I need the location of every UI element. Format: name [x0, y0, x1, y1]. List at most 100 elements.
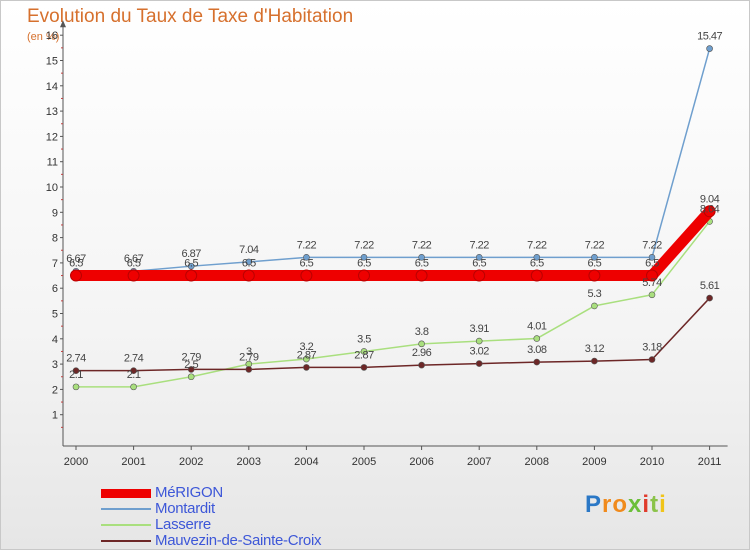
- data-point-0: [703, 205, 716, 218]
- data-label-1: 6.67: [124, 253, 144, 265]
- data-point-3: [303, 364, 310, 371]
- x-tick-label: 2007: [467, 456, 491, 468]
- x-tick-label: 2002: [179, 456, 203, 468]
- x-tick-label: 2000: [64, 456, 88, 468]
- data-point-2: [533, 335, 541, 342]
- data-point-0: [127, 269, 140, 282]
- data-label-0: 6.5: [300, 258, 314, 270]
- y-tick-label: 1: [52, 410, 58, 422]
- data-point-0: [358, 269, 370, 282]
- logo-letter: x: [628, 491, 643, 518]
- y-tick-label: 6: [52, 283, 58, 295]
- data-point-3: [475, 360, 483, 367]
- data-point-0: [415, 269, 428, 282]
- data-label-2: 8.64: [700, 203, 720, 215]
- logo-letter: t: [650, 491, 660, 518]
- data-label-3: 3.12: [585, 343, 605, 355]
- logo-letter: r: [602, 491, 613, 518]
- data-point-3: [187, 366, 195, 373]
- data-point-2: [72, 383, 80, 391]
- logo-letter: i: [642, 491, 651, 518]
- data-label-1: 7.22: [585, 239, 605, 251]
- data-label-1: 6.87: [181, 248, 201, 260]
- y-tick-label: 3: [52, 359, 58, 371]
- y-tick-label: 15: [46, 56, 58, 68]
- y-tick-label: 12: [46, 131, 58, 143]
- data-label-3: 2.79: [181, 351, 201, 363]
- y-tick-label: 14: [46, 81, 58, 93]
- y-tick-label: 2: [52, 384, 58, 396]
- data-label-0: 6.5: [415, 258, 429, 270]
- data-point-1: [360, 254, 368, 261]
- data-label-1: 7.22: [412, 239, 432, 251]
- data-label-0: 6.5: [69, 258, 83, 270]
- data-point-3: [648, 356, 656, 363]
- data-point-3: [245, 366, 253, 373]
- legend-swatch: [101, 540, 151, 542]
- x-tick-label: 2004: [294, 456, 318, 468]
- data-point-3: [360, 364, 368, 371]
- legend-swatch: [101, 488, 151, 498]
- x-tick-label: 2001: [121, 456, 145, 468]
- data-point-1: [245, 258, 253, 266]
- y-tick-label: 5: [52, 309, 58, 321]
- x-tick-label: 2003: [237, 456, 261, 468]
- data-label-3: 3.08: [527, 344, 547, 356]
- series-line-3: [75, 297, 711, 372]
- data-label-2: 2.1: [127, 369, 141, 381]
- data-point-0: [646, 269, 658, 282]
- data-label-0: 6.5: [530, 258, 544, 270]
- data-label-3: 2.79: [239, 351, 259, 363]
- data-label-3: 3.18: [642, 342, 662, 354]
- series-line-0: [70, 205, 716, 282]
- logo-letter: i: [659, 491, 667, 518]
- y-tick-label: 4: [52, 334, 58, 346]
- series-line-1: [75, 47, 711, 272]
- data-point-1: [187, 262, 195, 270]
- data-point-2: [303, 355, 310, 363]
- data-point-1: [648, 254, 656, 261]
- y-tick-label: 13: [46, 106, 58, 118]
- x-tick-label: 2011: [698, 456, 722, 468]
- data-label-2: 3.91: [469, 323, 489, 335]
- logo-letter: o: [612, 491, 629, 518]
- y-tick-label: 10: [46, 182, 58, 194]
- data-label-2: 3.5: [357, 333, 371, 345]
- chart-title: Evolution du Taux de Taxe d'Habitation: [27, 6, 354, 27]
- legend-label: Lasserre: [155, 516, 211, 533]
- legend-label: Montardit: [155, 500, 215, 517]
- data-label-3: 2.87: [297, 349, 317, 361]
- data-label-0: 6.5: [242, 258, 256, 270]
- data-label-0: 6.5: [645, 258, 659, 270]
- data-point-3: [130, 367, 137, 374]
- logo-letter: P: [585, 491, 603, 518]
- data-point-1: [418, 254, 425, 261]
- data-label-0: 6.5: [472, 258, 486, 270]
- data-point-1: [303, 254, 310, 261]
- x-tick-label: 2010: [640, 456, 664, 468]
- data-label-3: 3.02: [469, 346, 489, 358]
- data-point-0: [242, 269, 255, 282]
- data-point-2: [591, 302, 598, 310]
- y-axis-arrow: [60, 20, 66, 28]
- y-tick-label: 7: [52, 258, 58, 270]
- data-label-3: 2.87: [354, 349, 374, 361]
- data-label-1: 7.22: [297, 239, 317, 251]
- data-label-2: 2.1: [69, 369, 83, 381]
- data-label-0: 6.5: [357, 258, 371, 270]
- legend-swatch: [101, 508, 151, 510]
- y-tick-label: 8: [52, 233, 58, 245]
- data-label-0: 9.04: [700, 193, 720, 205]
- data-point-0: [70, 269, 82, 282]
- y-tick-label: 16: [46, 30, 58, 42]
- data-point-1: [591, 254, 598, 261]
- data-point-2: [360, 348, 368, 355]
- y-tick-label: 9: [52, 207, 58, 219]
- data-label-2: 2.5: [184, 359, 198, 371]
- data-point-0: [300, 269, 313, 282]
- data-point-1: [533, 254, 541, 261]
- data-label-2: 3.2: [300, 341, 314, 353]
- legend-label: Mauvezin-de-Sainte-Croix: [155, 532, 322, 549]
- data-label-0: 6.5: [127, 258, 141, 270]
